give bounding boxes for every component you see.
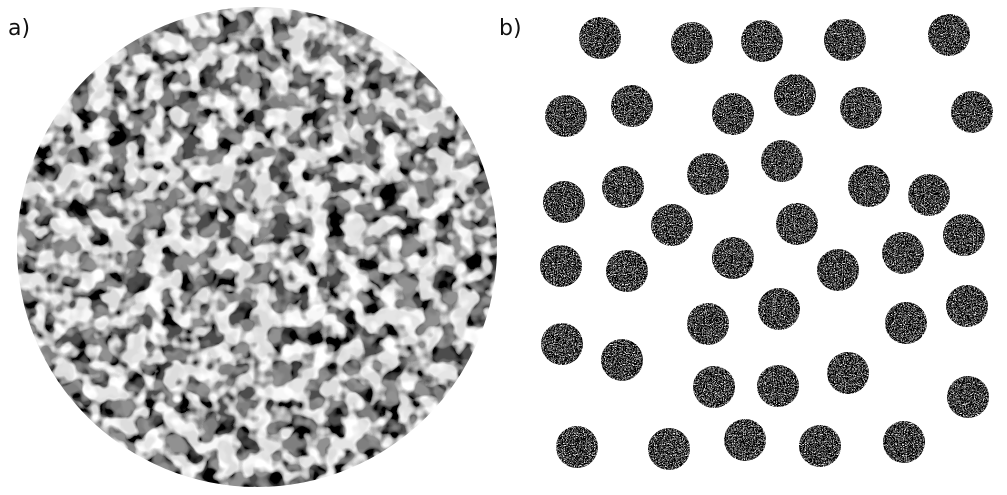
dot-array [540, 14, 993, 470]
dot-texture [540, 14, 993, 470]
panel-label-a: a) [8, 16, 31, 41]
speckle-disk [17, 7, 497, 487]
speckle-texture [17, 7, 497, 487]
panel-label-b: b) [499, 16, 522, 41]
